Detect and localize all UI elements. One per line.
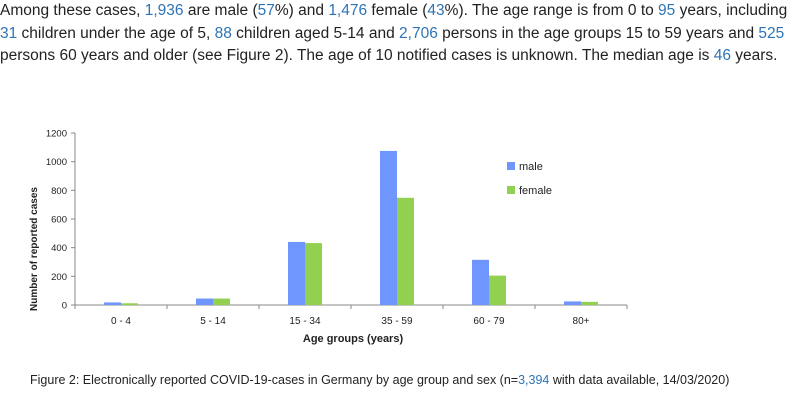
- caption-number: 3,394: [518, 373, 550, 387]
- caption-text: Figure 2: Electronically reported COVID-…: [30, 373, 519, 387]
- bar-male: [196, 298, 213, 305]
- paragraph-text: female (: [367, 2, 428, 19]
- legend-label-female: female: [519, 185, 552, 197]
- paragraph-number: 2,706: [399, 24, 438, 42]
- paragraph-number: 43: [427, 2, 445, 19]
- paragraph-number: 46: [713, 47, 731, 64]
- bar-female: [581, 301, 598, 305]
- paragraph-number: 1,936: [144, 2, 184, 19]
- paragraph-text: persons 60 years and older (see Figure 2…: [0, 47, 714, 64]
- paragraph-number: 88: [214, 24, 232, 42]
- bar-male: [104, 302, 121, 305]
- paragraph-number: 57: [257, 2, 275, 19]
- bar-female: [121, 303, 138, 305]
- x-tick-label: 60 - 79: [473, 316, 505, 327]
- x-tick-label: 15 - 34: [289, 316, 321, 327]
- figure-caption: Figure 2: Electronically reported COVID-…: [30, 373, 729, 387]
- paragraph-text: years, including: [675, 2, 788, 19]
- y-tick-label: 1000: [46, 157, 67, 168]
- paragraph-text: children under the age of 5,: [17, 24, 215, 42]
- y-tick-label: 0: [62, 301, 67, 312]
- y-tick-label: 1200: [46, 129, 67, 140]
- paragraph-number: 31: [0, 24, 18, 42]
- x-tick-label: 35 - 59: [381, 316, 413, 327]
- paragraph-number: 525: [758, 24, 785, 42]
- paragraph-text: %). The age range is from 0 to: [444, 2, 659, 19]
- paragraph-text: years.: [730, 47, 778, 64]
- bar-female: [397, 197, 414, 305]
- x-tick-label: 0 - 4: [111, 316, 131, 327]
- legend-label-male: male: [519, 161, 543, 173]
- x-axis-title: Age groups (years): [303, 333, 404, 345]
- bar-male: [380, 150, 397, 305]
- x-tick-label: 80+: [573, 316, 590, 327]
- y-tick-label: 400: [51, 243, 67, 254]
- y-axis-title: Number of reported cases: [29, 187, 40, 311]
- paragraph-number: 1,476: [328, 2, 368, 19]
- x-tick-label: 5 - 14: [200, 316, 226, 327]
- paragraph-number: 95: [658, 2, 676, 19]
- intro-paragraph: Among these cases, 1,936 are male (57%) …: [0, 0, 800, 68]
- y-tick-label: 800: [51, 186, 67, 197]
- bar-male: [472, 259, 489, 305]
- caption-text: with data available, 14/03/2020): [549, 373, 730, 387]
- bar-male: [288, 241, 305, 305]
- bar-male: [564, 301, 581, 305]
- y-tick-label: 200: [51, 272, 67, 283]
- legend-swatch-male: [507, 162, 515, 170]
- paragraph-text: persons in the age groups 15 to 59 years…: [437, 24, 759, 42]
- bar-female: [305, 243, 322, 305]
- y-tick-label: 600: [51, 215, 67, 226]
- paragraph-text: %) and: [274, 2, 329, 19]
- age-sex-bar-chart: 0 200 400 600 800 1000 1200 0 - 4 5 - 14 15 - 34 3…: [29, 129, 628, 345]
- paragraph-text: children aged 5-14 and: [231, 24, 400, 42]
- paragraph-text: are male (: [183, 2, 258, 19]
- paragraph-text: Among these cases,: [0, 2, 145, 19]
- bar-female: [489, 275, 506, 305]
- bar-female: [213, 298, 230, 305]
- legend-swatch-female: [507, 186, 515, 194]
